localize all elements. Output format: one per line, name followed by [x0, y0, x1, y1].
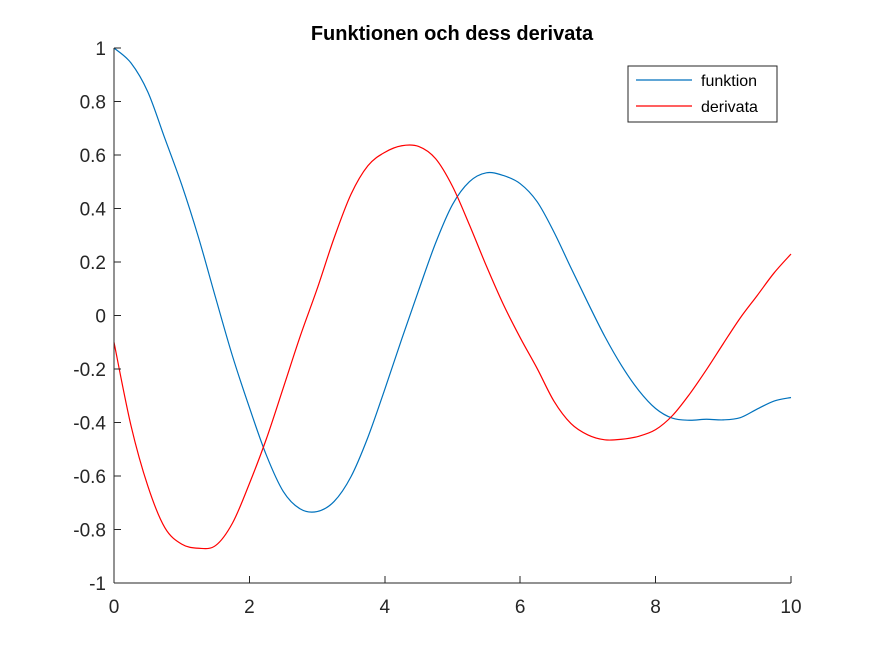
y-tick-label: 0 [95, 307, 106, 328]
series-line-derivata [113, 144, 792, 550]
legend: funktion derivata [627, 65, 778, 123]
series-line-funktion [113, 47, 792, 513]
y-tick-label: 1 [95, 39, 106, 60]
y-tick-label: -0.4 [73, 414, 106, 435]
x-tick-label: 0 [109, 597, 120, 618]
legend-label-derivata: derivata [701, 99, 758, 116]
y-tick-label: -0.8 [73, 521, 106, 542]
legend-label-funktion: funktion [701, 73, 757, 90]
y-tick-label: -1 [89, 574, 106, 595]
x-tick-label: 4 [380, 597, 391, 618]
x-tick-label: 6 [515, 597, 526, 618]
x-tick-label: 10 [780, 597, 801, 618]
axes: 0 2 4 6 8 10 -1 -0.8 -0.6 -0.4 -0.2 0 0.2 0.4 0.6 0.8 1 [73, 39, 801, 618]
x-tick-label: 2 [244, 597, 255, 618]
y-tick-label: 0.6 [80, 146, 106, 167]
y-tick-label: 0.8 [80, 93, 106, 114]
plot-lines [113, 47, 792, 550]
x-tick-label: 8 [650, 597, 661, 618]
y-tick-label: -0.6 [73, 467, 106, 488]
legend-box [627, 65, 778, 123]
y-tick-label: 0.4 [80, 200, 107, 221]
chart-title: Funktionen och dess derivata [311, 23, 594, 45]
y-tick-label: -0.2 [73, 360, 106, 381]
y-tick-label: 0.2 [80, 253, 106, 274]
